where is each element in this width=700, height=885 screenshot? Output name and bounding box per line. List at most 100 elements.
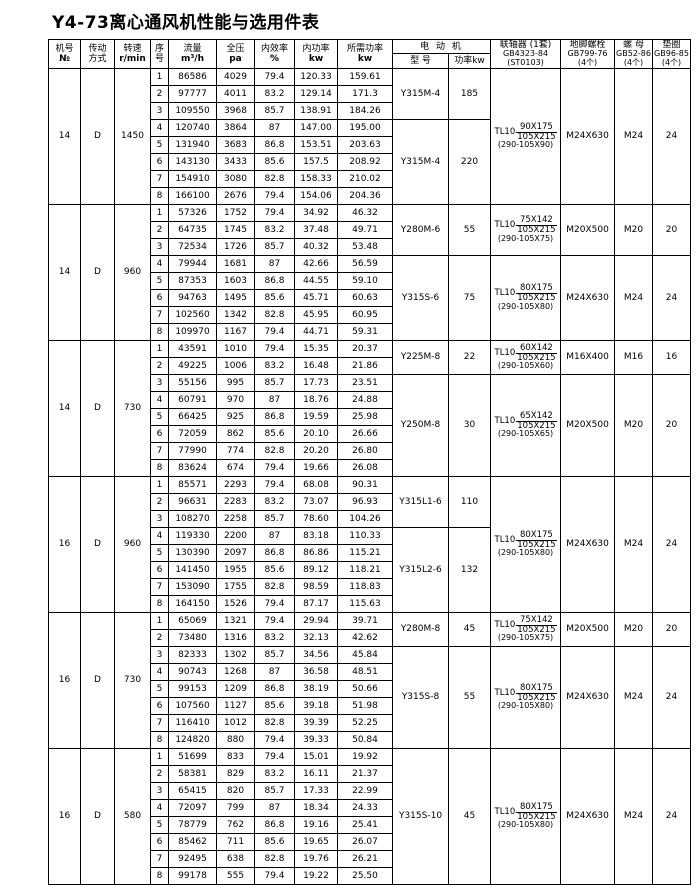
washer-cell: 24 — [652, 67, 692, 205]
flow-cell: 154910 — [168, 169, 217, 188]
flow-cell: 130390 — [168, 543, 217, 562]
motor-model-cell: Y315S-10 — [392, 747, 449, 885]
flow-cell: 131940 — [168, 135, 217, 154]
efficiency-cell: 79.4 — [254, 203, 295, 222]
index-cell: 8 — [150, 730, 169, 749]
pressure-cell: 2097 — [216, 543, 255, 562]
header-motor-group-label: 电 动 机 — [420, 41, 463, 52]
table-body: 14 D 1450 1 86586 4029 79.4 120.33 159.61 Y315M-4… — [48, 67, 692, 885]
coupling-bore-bottom: 105X215 — [517, 225, 556, 235]
table-row: 14 D 1450 1 86586 4029 79.4 120.33 159.61 Y315M-4… — [48, 67, 692, 205]
anchor-bolt-cell: M24X630 — [560, 747, 616, 885]
inner-power-cell: 78.60 — [294, 509, 338, 528]
table-row: 8 109970 1167 79.4 44.71 59.31 — [49, 322, 691, 341]
flow-cell: 43591 — [168, 339, 217, 358]
efficiency-cell: 79.4 — [254, 67, 295, 86]
flow-cell: 72534 — [168, 237, 217, 256]
inner-power-cell: 129.14 — [294, 84, 338, 103]
efficiency-cell: 86.8 — [254, 135, 295, 154]
pressure-cell: 829 — [216, 764, 255, 783]
index-cell: 3 — [150, 237, 169, 256]
efficiency-cell: 85.7 — [254, 509, 295, 528]
header-washer: 垫圈 GB96-85 (4个) — [652, 39, 692, 69]
table-row: 5 87353 1603 86.8 44.55 59.10 — [49, 271, 691, 290]
table-row: 7 77990 774 82.8 20.20 26.80 — [49, 441, 691, 460]
pressure-cell: 774 — [216, 441, 255, 460]
efficiency-cell: 87 — [254, 526, 295, 545]
flow-cell: 164150 — [168, 594, 217, 613]
inner-power-cell: 18.34 — [294, 798, 338, 817]
table-row: 16 D 960 1 85571 2293 79.4 68.08 90.31 Y315L1-6 11… — [48, 475, 692, 613]
pressure-cell: 995 — [216, 373, 255, 392]
coupling-bore-bottom: 105X215 — [517, 624, 556, 635]
index-cell: 7 — [150, 713, 169, 732]
pressure-cell: 638 — [216, 849, 255, 868]
motor-power-cell: 45 — [447, 611, 492, 647]
coupling-bore-bottom: 105X215 — [517, 352, 556, 363]
coupling-prefix: TL10 — [494, 415, 516, 426]
inner-power-cell: 45.95 — [294, 305, 338, 324]
index-cell: 8 — [150, 594, 169, 613]
pressure-cell: 2200 — [216, 526, 255, 545]
motor-model-cell: Y315L2-6 — [392, 526, 449, 613]
table-row: 5 99153 1209 86.8 38.19 50.66 — [49, 679, 691, 698]
table-row: 6 107560 1127 85.6 39.18 51.98 — [49, 696, 691, 715]
inner-power-cell: 158.33 — [294, 169, 338, 188]
efficiency-cell: 85.6 — [254, 832, 295, 851]
required-power-cell: 96.93 — [337, 492, 393, 511]
flow-cell: 79944 — [168, 254, 217, 273]
pressure-cell: 3433 — [216, 152, 255, 171]
table-row: 6 94763 1495 85.6 45.71 60.63 — [49, 288, 691, 307]
washer-cell: 24 — [652, 645, 692, 749]
efficiency-cell: 85.6 — [254, 696, 295, 715]
pressure-cell: 1526 — [216, 594, 255, 613]
anchor-bolt-cell: M20X500 — [560, 611, 616, 647]
flow-cell: 120740 — [168, 118, 217, 137]
drive-type-cell: D — [80, 747, 115, 885]
anchor-bolt-cell: M24X630 — [560, 645, 616, 749]
pressure-cell: 1603 — [216, 271, 255, 290]
machine-no-cell: 16 — [48, 475, 81, 613]
anchor-bolt-cell: M16X400 — [560, 339, 616, 375]
pressure-cell: 3080 — [216, 169, 255, 188]
header-coupling-line2: GB4323-84 — [502, 49, 549, 59]
inner-power-cell: 36.58 — [294, 662, 338, 681]
coupling-prefix: TL10 — [494, 126, 516, 137]
required-power-cell: 26.07 — [337, 832, 393, 851]
coupling-note: (290-105X60) — [497, 361, 554, 371]
pressure-cell: 1316 — [216, 628, 255, 647]
index-cell: 4 — [150, 390, 169, 409]
anchor-bolt-cell: M24X630 — [560, 475, 616, 613]
coupling-note: (290-105X80) — [497, 301, 554, 311]
flow-cell: 90743 — [168, 662, 217, 681]
required-power-cell: 51.98 — [337, 696, 393, 715]
nut-cell: M20 — [614, 373, 654, 477]
index-cell: 1 — [150, 611, 169, 630]
header-index: 序 号 — [150, 39, 169, 69]
header-pressure-line2: pa — [229, 53, 242, 64]
index-cell: 6 — [150, 288, 169, 307]
coupling-note: (290-105X80) — [497, 548, 554, 558]
table-row: 4 90743 1268 87 36.58 48.51 — [49, 662, 691, 681]
motor-power-cell: 55 — [447, 203, 492, 256]
motor-model-cell: Y315L1-6 — [392, 475, 449, 528]
inner-power-cell: 32.13 — [294, 628, 338, 647]
inner-power-cell: 40.32 — [294, 237, 338, 256]
index-cell: 3 — [150, 781, 169, 800]
inner-power-cell: 17.33 — [294, 781, 338, 800]
required-power-cell: 26.66 — [337, 424, 393, 443]
required-power-cell: 118.21 — [337, 560, 393, 579]
required-power-cell: 204.36 — [337, 186, 393, 205]
header-speed-line1: 转速 — [123, 43, 142, 54]
header-machine-no-line1: 机号 — [55, 43, 74, 54]
required-power-cell: 60.63 — [337, 288, 393, 307]
page-title: Y4-73离心通风机性能与选用件表 — [52, 13, 320, 33]
index-cell: 7 — [150, 441, 169, 460]
motor-power-cell: 22 — [447, 339, 492, 375]
efficiency-cell: 86.8 — [254, 543, 295, 562]
table-row: 5 130390 2097 86.8 86.86 115.21 — [49, 543, 691, 562]
inner-power-cell: 157.5 — [294, 152, 338, 171]
speed-cell: 730 — [114, 339, 151, 477]
coupling-bore-bottom: 105X215 — [517, 293, 556, 303]
efficiency-cell: 83.2 — [254, 84, 295, 103]
